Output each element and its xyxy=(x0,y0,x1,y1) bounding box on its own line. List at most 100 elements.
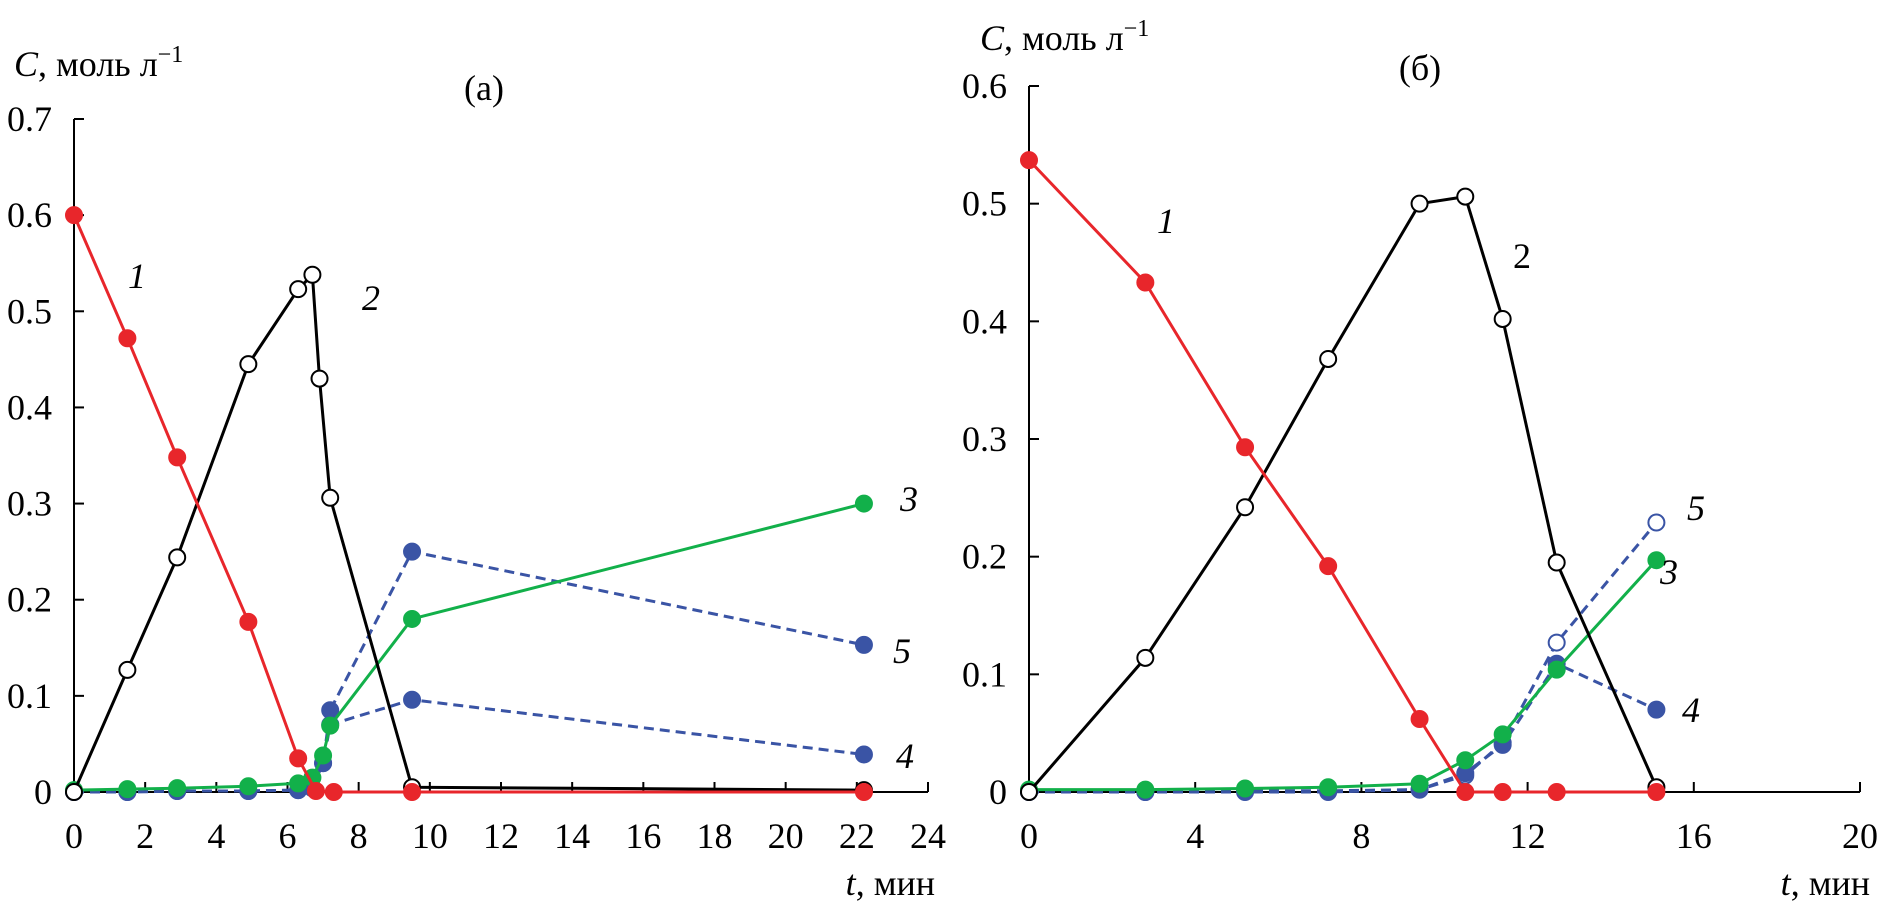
x-tick-label: 14 xyxy=(554,816,590,856)
series-point-2 xyxy=(1456,187,1475,206)
series-point-2 xyxy=(168,548,187,567)
series-2 xyxy=(1020,187,1666,801)
series-1 xyxy=(65,206,873,801)
series-label-3: 3 xyxy=(1659,552,1678,592)
series-point-1 xyxy=(289,749,308,768)
x-tick-label: 20 xyxy=(1842,816,1878,856)
series-point-4 xyxy=(854,745,873,764)
series-label-2: 2 xyxy=(362,278,380,318)
series-point-5 xyxy=(1647,513,1666,532)
x-tick-label: 12 xyxy=(1510,816,1546,856)
series-point-3 xyxy=(1236,779,1255,798)
x-tick-label: 10 xyxy=(412,816,448,856)
x-tick-label: 24 xyxy=(910,816,946,856)
series-point-3 xyxy=(1410,774,1429,793)
chart-panel-b: 00.10.20.30.40.50.60 4 8 12 16 20C, моль л−1t… xyxy=(962,16,1878,903)
series-point-2 xyxy=(303,265,322,284)
series-point-3 xyxy=(1319,778,1338,797)
series-point-1 xyxy=(1456,783,1475,801)
x-axis-label: t, мин xyxy=(846,863,935,903)
series-point-3 xyxy=(239,777,258,796)
series-point-2 xyxy=(1493,309,1512,328)
series-line-5 xyxy=(74,550,865,794)
series-point-3 xyxy=(1647,551,1666,570)
y-tick-label: 0.6 xyxy=(962,66,1007,106)
series-point-1 xyxy=(324,783,343,801)
x-tick-label: 2 xyxy=(136,816,154,856)
series-line-2 xyxy=(1027,195,1658,793)
series-3 xyxy=(65,494,873,800)
series-point-1 xyxy=(854,783,873,801)
series-label-5: 5 xyxy=(893,631,911,671)
y-tick-label: 0.2 xyxy=(962,537,1007,577)
y-tick-label: 0 xyxy=(989,772,1007,812)
panel-label: (a) xyxy=(464,68,504,108)
series-point-3 xyxy=(1136,780,1155,799)
series-line-1 xyxy=(72,214,864,794)
y-tick-label: 0.7 xyxy=(7,99,52,139)
x-tick-label: 4 xyxy=(1186,816,1204,856)
y-tick-label: 0.3 xyxy=(7,484,52,524)
series-point-3 xyxy=(314,746,333,765)
series-point-1 xyxy=(168,448,187,467)
series-3 xyxy=(1020,551,1666,799)
y-tick-label: 0.1 xyxy=(7,676,52,716)
series-point-1 xyxy=(1020,151,1038,170)
y-tick-label: 0.4 xyxy=(962,301,1007,341)
y-tick-label: 0.5 xyxy=(7,291,52,331)
series-point-3 xyxy=(403,609,422,628)
series-point-3 xyxy=(1547,660,1566,679)
series-point-2 xyxy=(1236,498,1255,517)
y-tick-label: 0.4 xyxy=(7,387,52,427)
x-tick-label: 0 xyxy=(1020,816,1038,856)
series-point-1 xyxy=(1410,710,1429,729)
y-tick-label: 0 xyxy=(34,772,52,812)
y-tick-label: 0.6 xyxy=(7,195,52,235)
series-point-3 xyxy=(854,494,873,513)
series-point-3 xyxy=(1493,725,1512,744)
series-point-5 xyxy=(1547,633,1566,652)
panel-label: (б) xyxy=(1399,48,1441,88)
series-1 xyxy=(1020,151,1666,801)
y-axis-label: C, моль л−1 xyxy=(14,42,183,84)
series-point-1 xyxy=(65,206,83,225)
series-point-3 xyxy=(118,780,137,799)
series-4 xyxy=(1020,654,1666,801)
x-axis-label: t, мин xyxy=(1781,863,1870,903)
y-tick-label: 0.1 xyxy=(962,654,1007,694)
x-tick-label: 18 xyxy=(697,816,733,856)
series-point-1 xyxy=(1493,783,1512,801)
series-point-1 xyxy=(1647,783,1666,801)
series-point-2 xyxy=(321,488,340,507)
series-point-3 xyxy=(168,779,187,798)
y-axis-label: C, моль л−1 xyxy=(980,16,1149,58)
x-tick-label: 4 xyxy=(207,816,225,856)
series-point-2 xyxy=(310,369,329,388)
series-label-4: 4 xyxy=(1682,690,1700,730)
series-line-2 xyxy=(72,273,864,793)
x-tick-label: 12 xyxy=(483,816,519,856)
series-label-4: 4 xyxy=(896,736,914,776)
y-tick-label: 0.3 xyxy=(962,419,1007,459)
series-4 xyxy=(65,690,873,801)
x-tick-label: 6 xyxy=(279,816,297,856)
series-point-5 xyxy=(854,635,873,654)
x-tick-label: 22 xyxy=(839,816,875,856)
series-point-1 xyxy=(1136,273,1155,292)
series-line-1 xyxy=(1027,159,1657,794)
series-point-2 xyxy=(1410,194,1429,213)
series-point-1 xyxy=(403,783,422,801)
series-point-3 xyxy=(1456,751,1475,770)
series-point-4 xyxy=(1647,700,1666,719)
series-point-2 xyxy=(239,355,258,374)
x-tick-label: 8 xyxy=(1352,816,1370,856)
series-point-1 xyxy=(239,612,258,631)
series-point-1 xyxy=(1547,783,1566,801)
series-label-1: 1 xyxy=(1157,201,1175,241)
chart-panel-a: 00.10.20.30.40.50.60.70 2 4 6 8 10 12 14 16 18 20 2… xyxy=(7,42,946,903)
series-point-3 xyxy=(321,716,340,735)
series-point-2 xyxy=(1136,648,1155,667)
x-tick-label: 16 xyxy=(625,816,661,856)
y-tick-label: 0.2 xyxy=(7,580,52,620)
